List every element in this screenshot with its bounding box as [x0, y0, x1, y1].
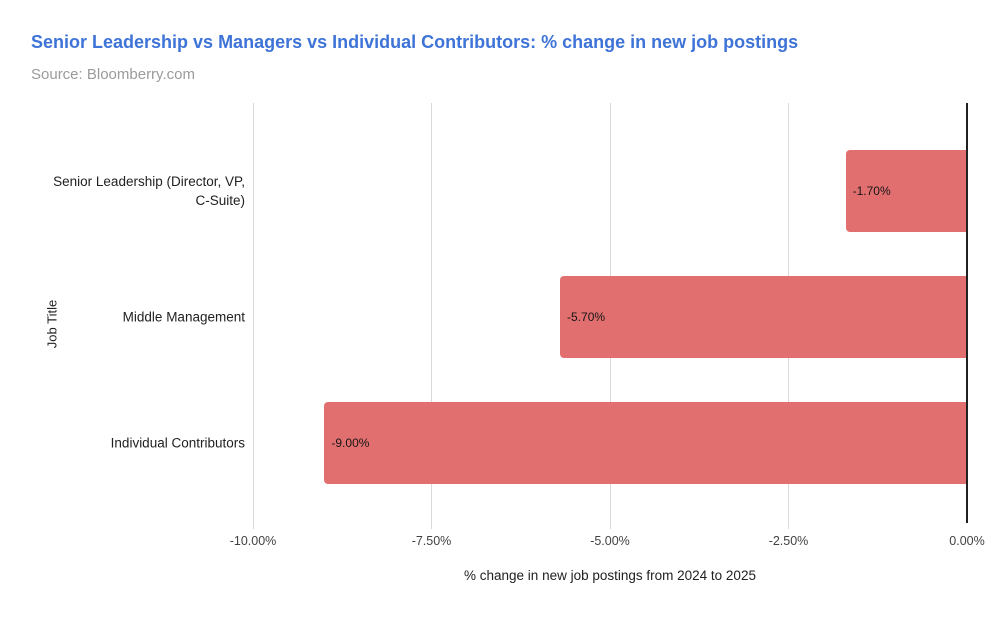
- x-axis-tick-label: -2.50%: [768, 534, 809, 548]
- x-axis-title: % change in new job postings from 2024 t…: [464, 568, 756, 583]
- vertical-gridline: [252, 103, 254, 529]
- chart-source-subtitle: Source: Bloomberry.com: [31, 66, 195, 83]
- bar-value-label: -5.70%: [567, 309, 606, 324]
- plot-area: -10.00% -7.50% -5.00% -2.50% 0.00% -1.70% -5.7…: [230, 103, 985, 548]
- bar-individual-contributors: -9.00%: [324, 402, 967, 485]
- zero-baseline-axis: [966, 103, 968, 523]
- bar-middle-management: -5.70%: [560, 275, 967, 358]
- x-axis-tick-label: -7.50%: [411, 534, 452, 548]
- x-axis-tick-label: -5.00%: [590, 534, 630, 548]
- x-axis-tick-label: -10.00%: [229, 534, 277, 548]
- y-axis-category-label: Middle Management: [122, 309, 245, 325]
- bar-value-label: -9.00%: [331, 436, 370, 451]
- y-axis-category-label: Senior Leadership (Director, VP, C-Suite…: [53, 173, 245, 208]
- x-axis-tick-label: 0.00%: [949, 534, 985, 548]
- y-axis-category-label: Individual Contributors: [110, 435, 245, 451]
- bar-value-label: -1.70%: [852, 183, 891, 198]
- chart-title: Senior Leadership vs Managers vs Individ…: [31, 32, 799, 52]
- vertical-gridline: [431, 103, 432, 529]
- bar-senior-leadership-director-vp-c-suite: -1.70%: [845, 149, 967, 232]
